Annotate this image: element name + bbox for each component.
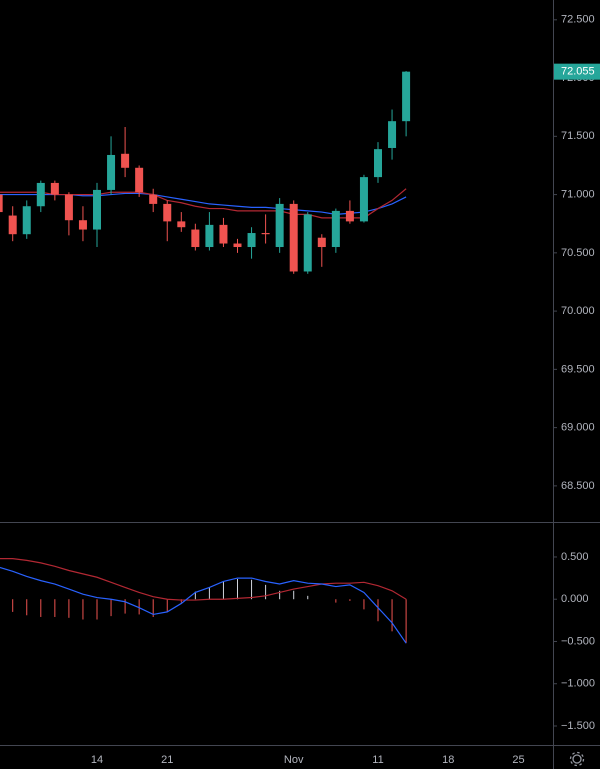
candle-body bbox=[233, 243, 242, 248]
gear-teeth bbox=[569, 751, 585, 767]
x-tick-label: 21 bbox=[161, 754, 173, 766]
candle-body bbox=[135, 167, 144, 193]
candle-body bbox=[78, 220, 87, 230]
settings-icon[interactable] bbox=[569, 751, 585, 767]
y-tick-label: −0.500 bbox=[561, 635, 595, 647]
candle-body bbox=[303, 214, 312, 272]
candle-body bbox=[163, 203, 172, 222]
candle-body bbox=[107, 154, 116, 190]
y-tick-label: 0.000 bbox=[561, 593, 589, 605]
candle-body bbox=[177, 221, 186, 228]
x-tick-label: 11 bbox=[372, 754, 383, 766]
candle-body bbox=[247, 233, 256, 248]
candle-body bbox=[275, 203, 284, 248]
candle-body bbox=[219, 224, 228, 244]
x-tick-label: Nov bbox=[284, 754, 304, 766]
y-tick-label: 72.500 bbox=[561, 14, 595, 26]
candle-body bbox=[205, 224, 214, 248]
candle-body bbox=[191, 229, 200, 248]
candle-body bbox=[121, 153, 130, 168]
x-tick-label: 14 bbox=[91, 754, 103, 766]
candle-body bbox=[359, 177, 368, 222]
y-tick-label: 71.000 bbox=[561, 188, 595, 200]
candle-body bbox=[149, 194, 158, 204]
candle-body bbox=[93, 189, 101, 230]
last-price-box bbox=[554, 63, 600, 80]
candle-body bbox=[64, 194, 73, 221]
candle-body bbox=[402, 71, 411, 122]
candle-body bbox=[50, 182, 59, 195]
candle-body bbox=[345, 210, 354, 222]
y-tick-label: 70.000 bbox=[561, 305, 595, 317]
y-tick-label: 68.500 bbox=[561, 480, 595, 492]
y-tick-label: 69.000 bbox=[561, 422, 595, 434]
candle-body bbox=[331, 210, 340, 248]
candle-body bbox=[22, 206, 31, 235]
x-tick-label: 25 bbox=[512, 754, 524, 766]
candle-body bbox=[374, 149, 382, 178]
y-tick-label: 0.500 bbox=[561, 551, 589, 563]
last-price-label: 72.055 bbox=[561, 66, 595, 78]
candle-body bbox=[388, 121, 397, 148]
candle-body bbox=[261, 233, 270, 235]
candle-body bbox=[317, 237, 326, 248]
y-tick-label: −1.500 bbox=[561, 720, 595, 732]
y-tick-label: 71.500 bbox=[561, 130, 595, 142]
candle-body bbox=[0, 194, 3, 213]
indicator-line bbox=[0, 566, 407, 644]
indicator-line bbox=[0, 192, 407, 215]
y-tick-label: −1.000 bbox=[561, 678, 595, 690]
y-tick-label: 69.500 bbox=[561, 363, 595, 375]
candle-body bbox=[8, 215, 17, 235]
y-tick-label: 70.500 bbox=[561, 247, 595, 259]
candle-body bbox=[289, 203, 298, 272]
indicator-line bbox=[0, 558, 407, 601]
candle-body bbox=[36, 182, 45, 207]
x-tick-label: 18 bbox=[442, 754, 454, 766]
gear-ring bbox=[572, 754, 582, 764]
